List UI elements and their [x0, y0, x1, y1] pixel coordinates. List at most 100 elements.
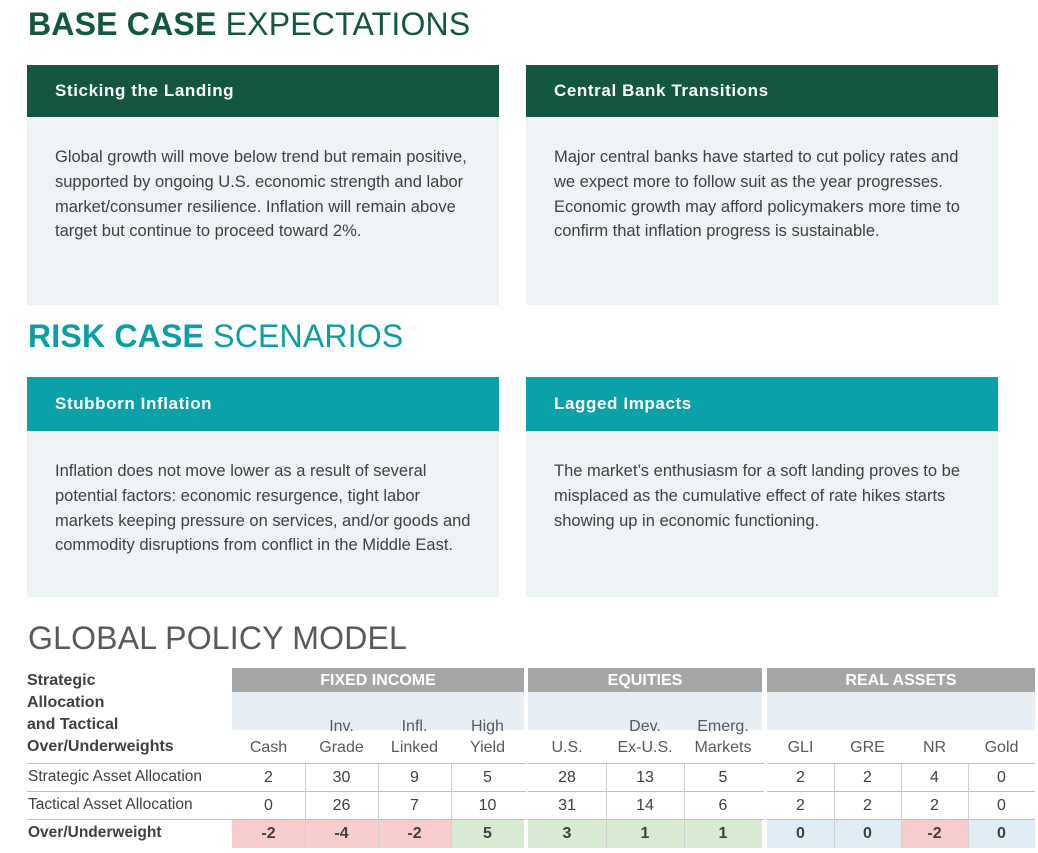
col-header-line2: GLI [787, 739, 814, 756]
table-cell: 14 [636, 797, 654, 814]
table-cell: 10 [478, 797, 497, 814]
col-header-gli: GLI [767, 716, 834, 758]
corner-line-3: and Tactical [27, 716, 119, 733]
card-sticking-the-landing: Sticking the Landing Global growth will … [27, 65, 499, 305]
col-header-line1 [834, 716, 901, 737]
col-header-line1 [767, 716, 834, 737]
table-cell: 0 [834, 820, 901, 848]
table-cell: 26 [332, 797, 351, 814]
table-cell: 7 [410, 797, 419, 814]
base-case-title: BASE CASE EXPECTATIONS [28, 6, 470, 43]
table-cell: 5 [451, 820, 524, 848]
risk-case-title-rest: SCENARIOS [204, 318, 404, 354]
col-header-cash: Cash [232, 716, 305, 758]
col-header-line2: NR [922, 739, 947, 756]
card-lagged-impacts: Lagged Impacts The market’s enthusiasm f… [526, 377, 998, 597]
col-header-line1 [901, 716, 968, 737]
table-cell: 6 [718, 797, 728, 814]
col-divider [305, 764, 306, 848]
col-header-line1 [232, 716, 305, 737]
table-cell: 0 [968, 820, 1035, 848]
col-header-line1: Infl. [401, 718, 428, 735]
table-cell: -4 [305, 820, 378, 848]
table-cell: 2 [930, 797, 939, 814]
table-cell: 1 [684, 820, 762, 848]
col-header-line2: Ex-U.S. [617, 739, 673, 756]
card-central-bank-transitions: Central Bank Transitions Major central b… [526, 65, 998, 305]
card-title: Central Bank Transitions [526, 65, 998, 117]
corner-line-2: Allocation [27, 694, 105, 711]
group-real-assets: REAL ASSETS [767, 668, 1035, 692]
table-row: Strategic Asset Allocation 2 30 9 5 28 1… [27, 764, 1035, 792]
col-header-line2: Markets [694, 739, 752, 756]
col-header-us: U.S. [528, 716, 606, 758]
table-cell: 0 [997, 797, 1006, 814]
table-cell: 2 [863, 769, 872, 786]
table-cell: 31 [558, 797, 576, 814]
row-label: Strategic Asset Allocation [28, 768, 203, 785]
real-assets-header-bg [767, 692, 1035, 730]
group-equities: EQUITIES [528, 668, 762, 692]
row-label: Over/Underweight [28, 824, 162, 841]
fixed-income-header-bg [232, 692, 524, 730]
col-header-line1: Dev. [629, 718, 661, 735]
table-rule [27, 819, 1035, 820]
table-rule [27, 791, 1035, 792]
table-cell: 13 [636, 769, 654, 786]
table-cell: 0 [997, 769, 1006, 786]
group-divider [526, 668, 528, 848]
col-header-inv-grade: Inv. Grade [305, 716, 378, 758]
card-stubborn-inflation: Stubborn Inflation Inflation does not mo… [27, 377, 499, 597]
col-header-emerg-markets: Emerg. Markets [684, 716, 762, 758]
col-divider [606, 764, 607, 848]
table-cell: 5 [718, 769, 728, 786]
col-header-infl-linked: Infl. Linked [378, 716, 451, 758]
card-body: The market’s enthusiasm for a soft landi… [554, 462, 960, 530]
table-cell: 3 [528, 820, 606, 848]
col-divider [684, 764, 685, 848]
table-cell: -2 [378, 820, 451, 848]
table-row-over-underweight: Over/Underweight -2 -4 -2 5 3 1 1 0 0 -2… [27, 820, 1035, 848]
col-header-line2: Gold [984, 739, 1019, 756]
base-case-title-bold: BASE CASE [28, 6, 217, 42]
col-divider [968, 764, 969, 848]
group-divider [764, 668, 767, 848]
col-divider [451, 764, 452, 848]
table-cell: 2 [863, 797, 872, 814]
table-cell: 0 [767, 820, 834, 848]
col-header-gre: GRE [834, 716, 901, 758]
table-cell: 4 [930, 769, 939, 786]
table-cell: 28 [558, 769, 576, 786]
col-header-gold: Gold [968, 716, 1035, 758]
col-header-line2: Cash [249, 739, 288, 756]
table-cell: 9 [410, 769, 419, 786]
col-header-line2: U.S. [551, 739, 583, 756]
col-header-line2: Yield [470, 739, 505, 756]
col-divider [901, 764, 902, 848]
col-header-line1 [528, 716, 606, 737]
table-cell: 2 [796, 797, 805, 814]
card-body: Inflation does not move lower as a resul… [55, 462, 471, 555]
corner-line-4: Over/Underweights [27, 738, 174, 755]
col-header-dev-ex-us: Dev. Ex-U.S. [606, 716, 684, 758]
group-fixed-income: FIXED INCOME [232, 668, 524, 692]
col-header-line1: Inv. [329, 718, 354, 735]
table-cell: 0 [264, 797, 273, 814]
corner-line-1: Strategic [27, 672, 96, 689]
col-header-line2: Linked [390, 739, 439, 756]
col-header-nr: NR [901, 716, 968, 758]
table-cell: 30 [332, 769, 351, 786]
table-cell: 1 [606, 820, 684, 848]
table-rule [27, 763, 1035, 764]
col-divider [378, 764, 379, 848]
table-row: Tactical Asset Allocation 0 26 7 10 31 1… [27, 792, 1035, 820]
table-cell: -2 [232, 820, 305, 848]
card-title: Lagged Impacts [526, 377, 998, 431]
table-cell: 2 [796, 769, 805, 786]
col-header-line2: Grade [319, 739, 364, 756]
card-title: Stubborn Inflation [27, 377, 499, 431]
col-header-high-yield: High Yield [451, 716, 524, 758]
policy-model-title: GLOBAL POLICY MODEL [28, 620, 408, 656]
table-cell: 5 [483, 769, 492, 786]
equities-header-bg [528, 692, 762, 730]
